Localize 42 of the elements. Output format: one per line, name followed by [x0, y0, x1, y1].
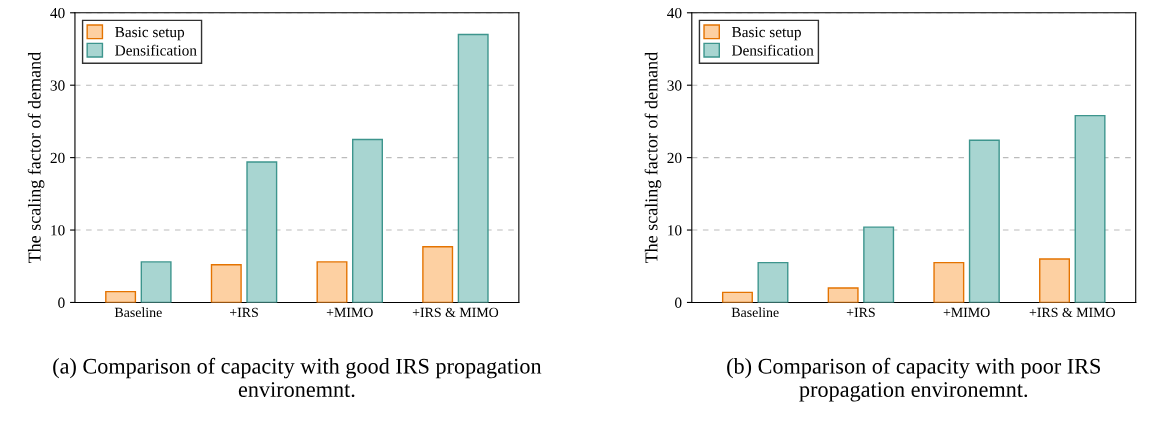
bar: [933, 261, 965, 303]
y-tick-label: 30: [667, 80, 682, 91]
y-axis-title: The scaling factor of demand: [27, 52, 45, 264]
y-tick-label: 20: [667, 152, 682, 164]
x-tick-label: +IRS: [230, 307, 258, 318]
x-tick-label: Baseline: [731, 307, 779, 318]
bar: [863, 226, 895, 303]
text: (a) Comparison of capacity with good IRS propagation environemnt.: [53, 357, 542, 398]
x-tick-label: +MIMO: [326, 307, 373, 318]
bar: [316, 261, 348, 303]
y-tick-label: 40: [50, 7, 65, 19]
x-tick-label: +IRS: [846, 307, 875, 318]
y-axis-title: The scaling factor of demand: [644, 52, 662, 264]
bar: [968, 139, 1000, 303]
legend-label: Densification: [731, 44, 814, 56]
y-tick-label: 20: [50, 152, 65, 164]
y-tick-label: 0: [675, 297, 682, 308]
bar: [105, 290, 137, 303]
bar: [1039, 258, 1071, 303]
y-tick-label: 40: [667, 7, 682, 19]
x-tick-label: +IRS & MIMO: [412, 307, 499, 318]
x-tick-label: +MIMO: [943, 307, 990, 318]
bar: [352, 138, 383, 303]
bar: [422, 246, 454, 303]
bar: [246, 161, 278, 303]
y-tick-label: 30: [50, 80, 65, 91]
bar: [1074, 114, 1106, 303]
x-tick-label: +IRS & MIMO: [1029, 307, 1115, 318]
bar: [757, 261, 789, 303]
y-tick-label: 10: [668, 225, 682, 236]
bar: [827, 287, 859, 303]
x-tick-label: Baseline: [114, 307, 162, 318]
text: (b) Comparison of capacity with poor IRS propagation environemnt.: [727, 357, 1100, 402]
bar: [457, 33, 489, 303]
bar: [140, 261, 172, 303]
y-tick-label: 10: [51, 225, 65, 236]
bar: [721, 291, 753, 303]
bar: [210, 264, 242, 303]
legend-label: Basic setup: [115, 26, 185, 41]
legend-label: Densification: [115, 44, 197, 56]
legend-label: Basic setup: [731, 26, 801, 41]
y-tick-label: 0: [58, 297, 65, 308]
